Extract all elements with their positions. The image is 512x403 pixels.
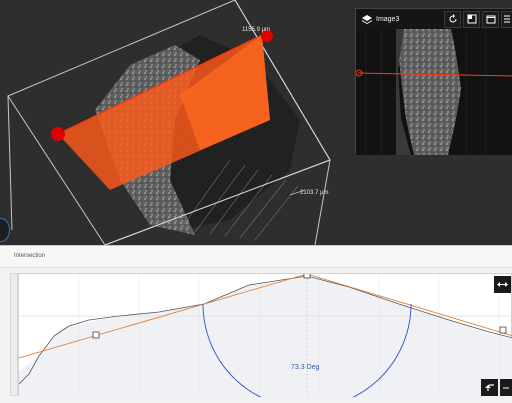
window-icon: [486, 15, 495, 24]
measured-profile: [19, 275, 512, 385]
undo-icon: [484, 383, 494, 391]
plot-grid: [78, 274, 500, 397]
fit-width-icon: [497, 282, 508, 287]
intersection-handle: [356, 69, 363, 77]
panel-left-strip: [10, 273, 18, 396]
marker-peak: [303, 274, 311, 279]
cut-handle-right: [261, 30, 273, 42]
fit-width-button[interactable]: [494, 276, 511, 293]
rotate-icon: [449, 14, 456, 23]
profile-fill: [19, 276, 512, 397]
angle-label: 73.3 Deg: [291, 364, 320, 371]
window-button[interactable]: [482, 10, 499, 28]
profile-plot[interactable]: 73.3 Deg: [18, 273, 512, 397]
more-icon: [503, 387, 509, 388]
inset-title: Image3: [376, 15, 400, 23]
scene-svg[interactable]: [0, 0, 512, 245]
split-icon: [467, 14, 476, 24]
more-button[interactable]: [500, 379, 512, 396]
angle-arc: [202, 303, 412, 397]
cut-plane-edge: [57, 34, 263, 135]
split-view-button[interactable]: [463, 10, 480, 28]
intersection-line: [357, 72, 512, 77]
fit-line-right: [306, 274, 512, 337]
measurement-top: 1155.9 µm: [242, 27, 271, 33]
menu-icon: [504, 15, 510, 23]
marker-left: [92, 331, 100, 339]
image-inset-window[interactable]: Image3: [355, 8, 512, 155]
menu-button[interactable]: [501, 10, 512, 28]
bounding-box-front: [104, 0, 331, 245]
panel-title: Intersection: [14, 253, 46, 259]
layers-icon: [360, 13, 374, 25]
rotate-button[interactable]: [444, 10, 461, 28]
measurement-side: 2103.7 µm: [300, 190, 329, 196]
panel-header: Intersection: [0, 246, 512, 268]
cut-handle-left: [51, 127, 65, 141]
undo-button[interactable]: [481, 379, 498, 396]
fit-line-left: [19, 274, 308, 359]
inset-specimen: [398, 29, 461, 155]
cut-plane-face: [180, 35, 270, 150]
inset-image[interactable]: [356, 29, 512, 155]
marker-right: [499, 326, 507, 334]
dimension-leader: [289, 189, 306, 196]
intersection-panel: Intersection 73: [0, 245, 512, 403]
inset-titlebar: Image3: [356, 9, 512, 29]
